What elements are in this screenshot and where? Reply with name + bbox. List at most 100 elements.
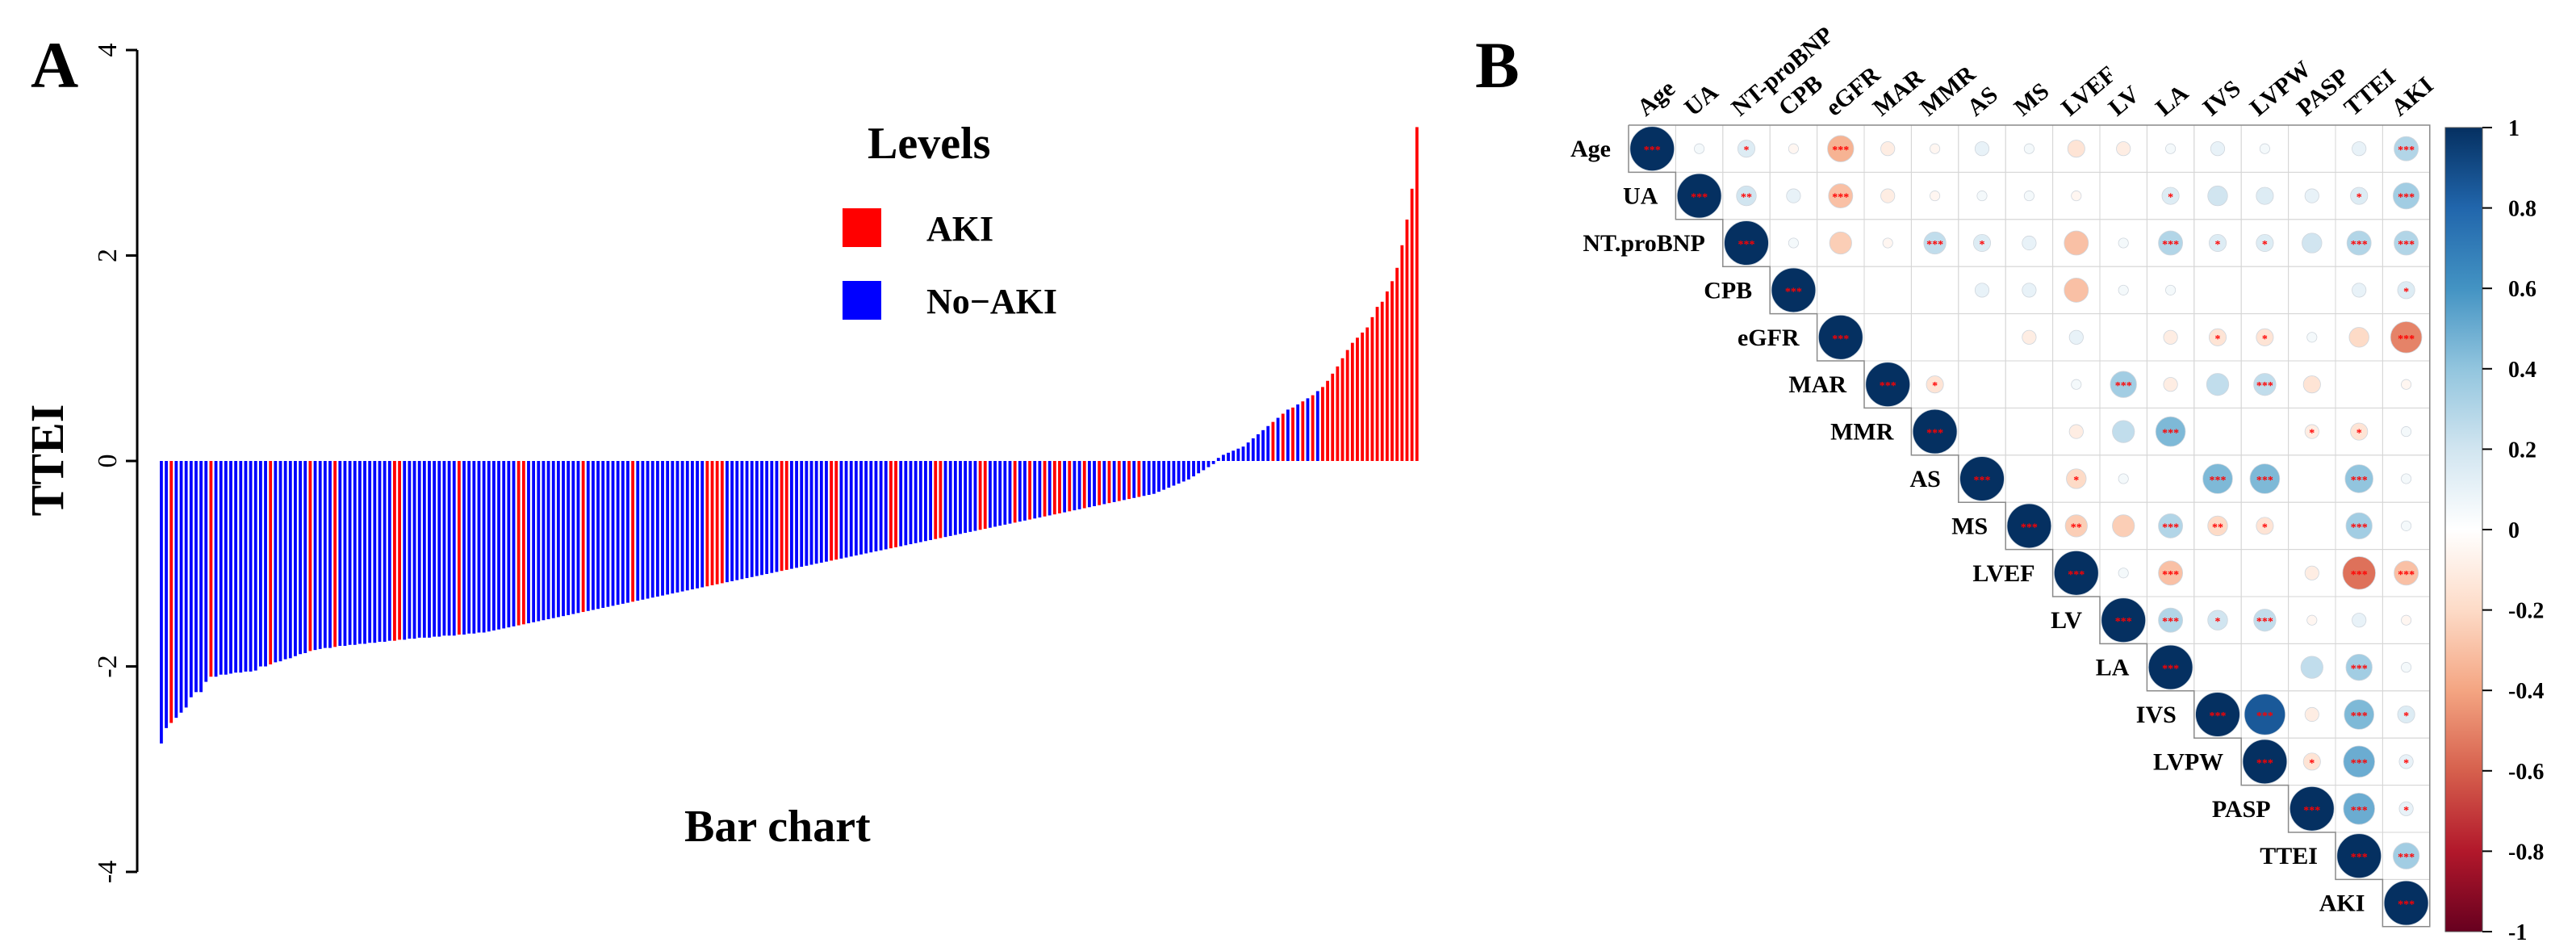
bar <box>685 461 689 591</box>
bar <box>964 461 968 534</box>
bar <box>592 461 595 610</box>
grid-cell <box>1817 266 1865 315</box>
grid-cell <box>2240 266 2290 315</box>
grid-cell <box>2193 407 2242 456</box>
colorbar-tick-label: -0.6 <box>2508 760 2544 785</box>
bar <box>983 461 987 529</box>
colorbar-tick-label: -0.8 <box>2508 840 2544 865</box>
bar <box>1236 448 1240 461</box>
bar <box>1157 461 1160 492</box>
bar <box>978 461 982 530</box>
column-label: LVEF <box>2056 61 2121 121</box>
bar <box>258 461 262 667</box>
bar <box>189 461 193 698</box>
bar <box>1291 407 1294 461</box>
bar <box>219 461 223 675</box>
bar <box>199 461 203 693</box>
grid-cell <box>2005 407 2054 456</box>
bar <box>160 461 163 744</box>
bar <box>169 461 174 723</box>
bar <box>1192 461 1195 477</box>
column-label: UA <box>1679 78 1724 121</box>
significance-mark: *** <box>2351 522 2368 534</box>
significance-mark: *** <box>1832 192 1849 204</box>
colorbar-tick-label: 0.6 <box>2508 277 2536 302</box>
significance-mark: *** <box>2210 710 2227 723</box>
bar <box>1222 455 1225 461</box>
bar <box>914 461 918 543</box>
significance-mark: * <box>2215 333 2221 346</box>
y-tick-label: -2 <box>93 655 123 677</box>
bar <box>691 461 694 590</box>
bar <box>909 461 913 545</box>
grid-cell <box>2240 407 2290 456</box>
bar <box>1410 188 1414 462</box>
correlation-circle <box>1676 173 1722 219</box>
bar <box>1350 342 1354 461</box>
bar <box>879 461 883 551</box>
bar <box>765 461 769 574</box>
bar <box>1321 387 1324 461</box>
correlation-circle <box>2401 426 2412 438</box>
correlation-circle <box>2346 230 2372 256</box>
bar <box>323 461 327 648</box>
bar <box>1162 461 1166 490</box>
significance-mark: ** <box>1741 192 1752 204</box>
significance-mark: *** <box>2351 757 2368 769</box>
bar <box>675 461 680 593</box>
grid-cell <box>1958 313 2006 362</box>
significance-mark: * <box>1932 380 1938 392</box>
row-label: NT.proBNP <box>1583 230 1704 257</box>
bar <box>1167 461 1171 488</box>
bar <box>537 461 541 622</box>
significance-mark: *** <box>1832 333 1849 346</box>
correlation-circle <box>2022 329 2037 345</box>
correlation-circle <box>2068 424 2084 439</box>
bar <box>959 461 962 534</box>
significance-mark: * <box>2262 522 2268 534</box>
bar <box>1107 461 1111 504</box>
significance-mark: *** <box>2303 805 2320 817</box>
bar <box>745 461 749 579</box>
bar <box>299 461 302 655</box>
colorbar-tick-label: 0 <box>2508 518 2520 543</box>
significance-mark: *** <box>2256 757 2273 769</box>
bar <box>1197 461 1201 474</box>
bar <box>1038 461 1042 517</box>
bar <box>854 461 858 556</box>
correlation-circle <box>1724 220 1769 266</box>
grid-cell <box>1958 360 2006 408</box>
bar <box>412 461 416 639</box>
bar <box>1361 332 1365 461</box>
correlation-circle <box>2163 377 2178 392</box>
bar <box>740 461 744 580</box>
row-label: AKI <box>2319 890 2365 917</box>
correlation-circle <box>2253 373 2277 396</box>
bar <box>1261 429 1265 461</box>
bar <box>655 461 659 597</box>
correlation-circle <box>2345 653 2373 681</box>
significance-mark: *** <box>2162 522 2179 534</box>
bar <box>1281 413 1285 461</box>
colorbar-tick-label: 1 <box>2508 116 2520 141</box>
bar <box>363 461 366 644</box>
correlation-circle <box>1880 188 1896 203</box>
bar <box>948 461 952 536</box>
significance-mark: * <box>2403 286 2409 298</box>
column-label: LA <box>2151 79 2193 121</box>
bar <box>214 461 218 677</box>
correlation-circle <box>2064 514 2088 538</box>
bar <box>1202 461 1206 471</box>
significance-mark: * <box>2309 757 2315 769</box>
significance-mark: *** <box>1926 428 1943 440</box>
correlation-circle <box>2343 745 2376 778</box>
correlation-circle <box>2206 373 2230 396</box>
correlation-circle <box>2053 550 2099 596</box>
grid-cell <box>2099 313 2147 362</box>
row-label: PASP <box>2212 796 2271 823</box>
bar <box>830 461 834 561</box>
bar <box>1063 461 1067 513</box>
correlation-circle <box>1737 140 1756 158</box>
bar <box>1365 327 1370 461</box>
bar <box>1286 409 1290 462</box>
